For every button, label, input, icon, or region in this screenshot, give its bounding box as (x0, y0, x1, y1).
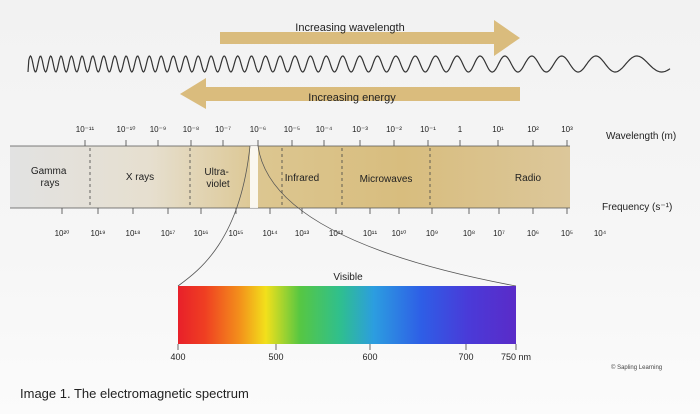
frequency-tick-label: 10¹⁵ (229, 229, 244, 238)
visible-spectrum-bar (178, 286, 516, 344)
region-ultraviolet: Ultra- violet (204, 167, 231, 190)
frequency-tick-label: 10¹⁷ (161, 229, 176, 238)
wavelength-arrow-label: Increasing wavelength (295, 22, 404, 34)
wavelength-tick-label: 10⁻⁶ (250, 125, 266, 134)
wavelength-tick-label: 10⁻¹ (420, 125, 436, 134)
visible-tick-label: 400 (170, 352, 185, 362)
frequency-tick-marks (61, 208, 568, 214)
frequency-unit-label: Frequency (s⁻¹) (602, 202, 672, 213)
wavelength-tick-label: 10⁻¹⁰ (117, 125, 136, 134)
frequency-tick-labels: 10²⁰ 10¹⁹ 10¹⁸ 10¹⁷ 10¹⁶ 10¹⁵ 10¹⁴ 10¹³ 10¹² 10¹¹… (55, 229, 607, 238)
frequency-tick-label: 10²⁰ (55, 229, 70, 238)
frequency-tick-label: 10⁹ (426, 229, 438, 238)
frequency-tick-label: 10⁸ (463, 229, 475, 238)
frequency-tick-label: 10¹¹ (363, 229, 378, 238)
frequency-tick-label: 10¹⁹ (91, 229, 106, 238)
region-xrays: X rays (126, 172, 154, 183)
frequency-tick-label: 10¹³ (295, 229, 310, 238)
wavelength-tick-label: 10¹ (492, 125, 504, 134)
frequency-tick-label: 10⁶ (527, 229, 539, 238)
frequency-tick-label: 10¹⁰ (392, 229, 407, 238)
visible-slice (250, 146, 258, 208)
visible-tick-label: 750 nm (501, 352, 531, 362)
region-microwaves: Microwaves (360, 174, 413, 185)
spectrum-band (10, 146, 570, 208)
wavelength-tick-label: 10⁻⁸ (183, 125, 200, 134)
fan-line-right (257, 145, 517, 287)
figure-caption: Image 1. The electromagnetic spectrum (20, 386, 249, 401)
frequency-tick-label: 10⁷ (493, 229, 505, 238)
region-radio: Radio (515, 173, 542, 184)
increasing-wavelength-arrow (220, 20, 520, 56)
visible-tick-label: 700 (458, 352, 473, 362)
increasing-energy-arrow (180, 78, 520, 109)
wavelength-tick-label: 10³ (561, 125, 573, 134)
wavelength-tick-marks (84, 140, 568, 146)
region-infrared: Infrared (285, 173, 319, 184)
visible-label: Visible (333, 272, 363, 283)
fan-line-left (177, 145, 251, 287)
energy-arrow-label: Increasing energy (308, 92, 396, 104)
region-dividers (89, 148, 431, 206)
visible-tick-labels: 400 500 600 700 750 nm (170, 344, 531, 362)
wavelength-tick-labels: 10⁻¹¹ 10⁻¹⁰ 10⁻⁹ 10⁻⁸ 10⁻⁷ 10⁻⁶ 10⁻⁵ 10⁻⁴ 10⁻³ 10… (76, 125, 573, 134)
frequency-tick-label: 10¹² (329, 229, 344, 238)
frequency-tick-label: 10¹⁴ (263, 229, 279, 238)
wavelength-tick-label: 10⁻⁴ (316, 125, 333, 134)
frequency-tick-label: 10¹⁶ (194, 229, 209, 238)
wave-icon (27, 55, 671, 73)
visible-tick-label: 500 (268, 352, 283, 362)
wavelength-tick-label: 10² (527, 125, 539, 134)
frequency-tick-label: 10¹⁸ (126, 229, 141, 238)
region-gamma: Gamma rays (31, 166, 69, 189)
frequency-tick-label: 10⁵ (561, 229, 573, 238)
wavelength-tick-label: 1 (458, 125, 463, 134)
wavelength-unit-label: Wavelength (m) (606, 131, 676, 142)
wavelength-tick-label: 10⁻⁵ (284, 125, 300, 134)
wavelength-tick-label: 10⁻² (386, 125, 402, 134)
visible-tick-label: 600 (362, 352, 377, 362)
wavelength-tick-label: 10⁻³ (352, 125, 368, 134)
frequency-tick-label: 10⁴ (594, 229, 607, 238)
wavelength-tick-label: 10⁻¹¹ (76, 125, 95, 134)
wavelength-tick-label: 10⁻⁷ (215, 125, 231, 134)
wavelength-tick-label: 10⁻⁹ (150, 125, 167, 134)
credit-text: © Sapling Learning (611, 365, 663, 371)
